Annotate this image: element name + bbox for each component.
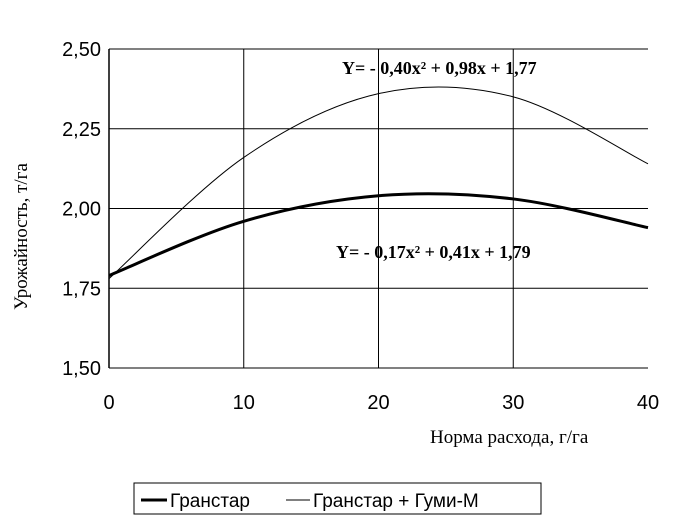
- equation-granstar: Y= - 0,17x² + 0,41x + 1,79: [336, 242, 531, 262]
- y-tick-label-3: 2,25: [62, 119, 101, 141]
- y-axis-label: Урожайность, т/га: [11, 163, 32, 310]
- equation-granstar-gumi: Y= - 0,40x² + 0,98x + 1,77: [342, 58, 537, 78]
- legend-label-granstar-gumi: Гранстар + Гуми-М: [313, 491, 479, 512]
- series-line-granstar: [108, 192, 649, 277]
- legend: Гранстар Гранстар + Гуми-М: [133, 482, 542, 515]
- y-tick-label-4: 2,50: [62, 39, 101, 61]
- y-tick-label-1: 1,75: [62, 278, 101, 300]
- x-tick-label-0: 0: [103, 392, 114, 414]
- y-tick-label-2: 2,00: [62, 199, 101, 221]
- x-tick-label-4: 40: [637, 392, 659, 414]
- y-tick-label-0: 1,50: [62, 358, 101, 380]
- x-tick-label-1: 10: [233, 392, 255, 414]
- x-tick-label-2: 20: [367, 392, 389, 414]
- legend-box: [133, 482, 542, 515]
- x-tick-label-3: 30: [502, 392, 524, 414]
- series-line-granstar-gumi: [108, 86, 649, 280]
- legend-label-granstar: Гранстар: [170, 491, 250, 512]
- x-axis-label: Норма расхода, г/га: [430, 427, 589, 448]
